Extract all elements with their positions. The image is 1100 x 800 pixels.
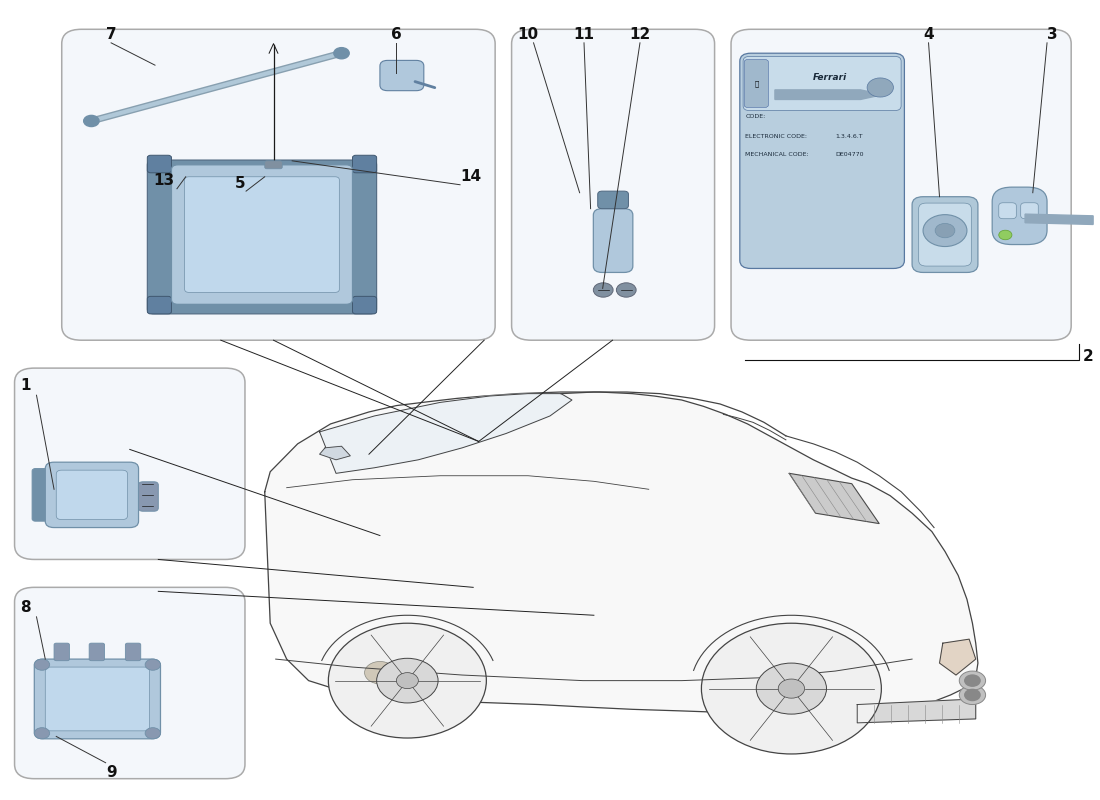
FancyBboxPatch shape [34,659,161,739]
Circle shape [34,659,50,670]
Polygon shape [774,90,882,99]
Circle shape [329,623,486,738]
Polygon shape [939,639,976,675]
Circle shape [778,679,804,698]
Text: 🐴: 🐴 [755,80,758,87]
FancyBboxPatch shape [265,161,283,169]
Text: CODE:: CODE: [746,114,766,119]
FancyBboxPatch shape [352,296,376,314]
Text: 3: 3 [1047,27,1058,42]
Text: Ferrari: Ferrari [813,73,847,82]
Polygon shape [320,394,572,474]
FancyBboxPatch shape [14,368,245,559]
FancyBboxPatch shape [139,482,158,511]
Circle shape [965,690,980,701]
Polygon shape [320,446,350,460]
Circle shape [593,283,613,297]
Circle shape [376,658,438,703]
Circle shape [145,659,161,670]
Polygon shape [857,699,976,723]
FancyBboxPatch shape [918,203,971,266]
Text: 7: 7 [106,27,117,42]
FancyBboxPatch shape [89,643,104,661]
Circle shape [333,48,349,58]
FancyBboxPatch shape [14,587,245,778]
Circle shape [84,115,99,126]
Text: MECHANICAL CODE:: MECHANICAL CODE: [746,152,808,157]
Circle shape [959,686,986,705]
FancyBboxPatch shape [745,59,768,107]
FancyBboxPatch shape [147,160,376,314]
Circle shape [34,728,50,739]
Circle shape [999,230,1012,240]
Circle shape [935,223,955,238]
Text: 10: 10 [517,27,539,42]
FancyBboxPatch shape [56,470,128,519]
Polygon shape [265,392,978,713]
Polygon shape [789,474,879,523]
Text: 4: 4 [923,27,934,42]
FancyBboxPatch shape [912,197,978,273]
FancyBboxPatch shape [992,187,1047,245]
Text: 1.3.4.6.T: 1.3.4.6.T [835,134,862,139]
Circle shape [616,283,636,297]
Text: 6: 6 [390,27,402,42]
FancyBboxPatch shape [732,30,1071,340]
FancyBboxPatch shape [125,643,141,661]
Text: 13: 13 [153,174,174,188]
Circle shape [396,673,418,689]
Circle shape [145,728,161,739]
FancyBboxPatch shape [185,177,339,292]
Text: 9: 9 [106,765,117,780]
Circle shape [959,671,986,690]
FancyBboxPatch shape [1021,202,1038,218]
FancyBboxPatch shape [740,54,904,269]
Text: a passion for parts since 1985: a passion for parts since 1985 [382,562,718,582]
FancyBboxPatch shape [54,643,69,661]
Circle shape [702,623,881,754]
Text: 8: 8 [20,600,31,614]
Text: 1: 1 [20,378,31,393]
Text: 12: 12 [629,27,650,42]
Circle shape [757,663,826,714]
Circle shape [923,214,967,246]
FancyBboxPatch shape [62,30,495,340]
FancyBboxPatch shape [172,165,352,304]
FancyBboxPatch shape [597,191,628,209]
Text: eurospares: eurospares [392,472,708,520]
Text: 14: 14 [461,170,482,184]
Circle shape [867,78,893,97]
FancyBboxPatch shape [45,462,139,527]
Text: DE04770: DE04770 [835,152,864,157]
FancyBboxPatch shape [32,469,48,521]
Text: ELECTRONIC CODE:: ELECTRONIC CODE: [746,134,807,139]
Circle shape [965,675,980,686]
FancyBboxPatch shape [999,202,1016,218]
Polygon shape [1025,214,1093,225]
FancyBboxPatch shape [147,155,172,173]
FancyBboxPatch shape [512,30,715,340]
FancyBboxPatch shape [593,209,632,273]
FancyBboxPatch shape [744,56,901,110]
FancyBboxPatch shape [379,60,424,90]
Circle shape [364,662,395,684]
Text: 11: 11 [573,27,594,42]
Text: 2: 2 [1082,349,1093,364]
FancyBboxPatch shape [45,667,150,731]
FancyBboxPatch shape [147,296,172,314]
FancyBboxPatch shape [352,155,376,173]
Text: 5: 5 [235,176,246,190]
